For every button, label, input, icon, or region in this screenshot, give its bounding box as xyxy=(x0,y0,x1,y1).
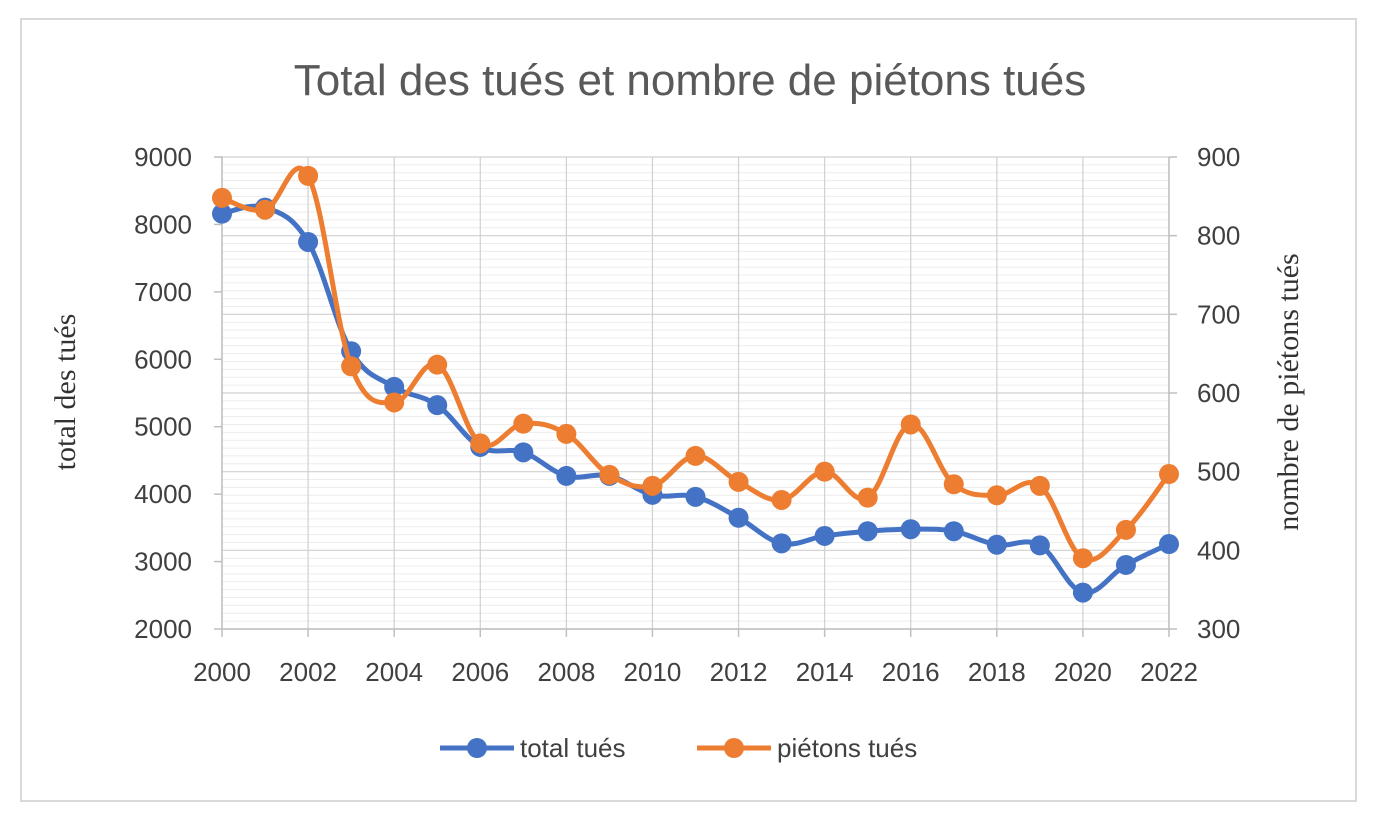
y-right-tick-label: 500 xyxy=(1197,457,1240,487)
data-point-total-tues xyxy=(427,395,448,416)
data-point-total-tues xyxy=(728,507,749,528)
data-point-total-tues xyxy=(943,521,964,542)
data-point-total-tues xyxy=(1115,554,1136,575)
data-point-total-tues xyxy=(1072,582,1093,603)
data-point-total-tues xyxy=(986,534,1007,555)
data-point-total-tues xyxy=(900,519,921,540)
data-point-total-tues xyxy=(384,376,405,397)
data-point-pietons-tues xyxy=(298,165,319,186)
data-point-pietons-tues xyxy=(599,464,620,485)
legend-label-total-tues: total tués xyxy=(520,733,626,763)
data-point-pietons-tues xyxy=(771,489,792,510)
x-tick-label: 2000 xyxy=(193,657,251,687)
y-axis-right-title: nombre de piétons tués xyxy=(1272,253,1305,530)
data-point-pietons-tues xyxy=(1159,464,1179,485)
legend-label-pietons-tues: piétons tués xyxy=(777,733,917,763)
y-left-tick-label: 5000 xyxy=(134,412,192,442)
x-tick-label: 2014 xyxy=(796,657,854,687)
y-right-tick-label: 300 xyxy=(1197,614,1240,644)
y-right-tick-label: 900 xyxy=(1197,142,1240,172)
y-left-tick-label: 9000 xyxy=(134,142,192,172)
data-point-total-tues xyxy=(814,525,835,546)
data-point-pietons-tues xyxy=(212,187,232,208)
data-point-pietons-tues xyxy=(1072,548,1093,569)
data-point-total-tues xyxy=(212,203,232,224)
data-point-total-tues xyxy=(556,465,577,486)
data-point-total-tues xyxy=(513,442,534,463)
data-point-pietons-tues xyxy=(427,354,448,375)
data-point-pietons-tues xyxy=(1029,475,1050,496)
y-right-tick-label: 600 xyxy=(1197,378,1240,408)
y-left-tick-label: 6000 xyxy=(134,344,192,374)
data-point-total-tues xyxy=(1159,534,1179,555)
y-right-tick-label: 400 xyxy=(1197,535,1240,565)
legend: total tués piétons tués xyxy=(440,733,917,763)
series-layer xyxy=(212,165,1179,603)
data-point-pietons-tues xyxy=(642,475,663,496)
x-tick-label: 2012 xyxy=(710,657,768,687)
data-point-pietons-tues xyxy=(685,445,706,466)
data-point-total-tues xyxy=(298,231,319,252)
y-axis-left-title: total des tués xyxy=(49,314,82,471)
data-point-total-tues xyxy=(685,486,706,507)
x-tick-label: 2010 xyxy=(624,657,682,687)
x-tick-label: 2004 xyxy=(365,657,423,687)
y-right-tick-label: 700 xyxy=(1197,299,1240,329)
y-left-tick-label: 4000 xyxy=(134,479,192,509)
legend-marker-total-tues xyxy=(467,738,487,758)
chart-title: Total des tués et nombre de piétons tués xyxy=(294,56,1087,105)
y-right-tick-label: 800 xyxy=(1197,221,1240,251)
data-point-pietons-tues xyxy=(857,487,878,508)
y-left-tick-label: 2000 xyxy=(134,614,192,644)
y-left-tick-label: 7000 xyxy=(134,277,192,307)
data-point-total-tues xyxy=(771,533,792,554)
data-point-pietons-tues xyxy=(513,413,534,434)
data-point-pietons-tues xyxy=(900,414,921,435)
data-point-pietons-tues xyxy=(384,392,405,413)
x-tick-label: 2016 xyxy=(882,657,940,687)
data-point-pietons-tues xyxy=(341,356,362,377)
y-left-tick-label: 8000 xyxy=(134,209,192,239)
axes: 2000 3000 4000 5000 6000 7000 8000 9000 300 400 50… xyxy=(134,142,1240,687)
x-tick-label: 2008 xyxy=(537,657,595,687)
data-point-pietons-tues xyxy=(556,423,577,444)
data-point-total-tues xyxy=(857,521,878,542)
data-point-total-tues xyxy=(1029,535,1050,556)
data-point-pietons-tues xyxy=(814,461,835,482)
y-left-tick-label: 3000 xyxy=(134,547,192,577)
x-tick-label: 2022 xyxy=(1140,657,1198,687)
data-point-pietons-tues xyxy=(943,474,964,495)
legend-marker-pietons-tues xyxy=(724,738,744,758)
data-point-pietons-tues xyxy=(986,485,1007,506)
data-point-pietons-tues xyxy=(1115,519,1136,540)
chart-frame xyxy=(20,18,1357,802)
x-tick-label: 2006 xyxy=(451,657,509,687)
x-tick-label: 2020 xyxy=(1054,657,1112,687)
data-point-pietons-tues xyxy=(470,433,491,454)
data-point-pietons-tues xyxy=(728,471,749,492)
x-tick-label: 2018 xyxy=(968,657,1026,687)
data-point-pietons-tues xyxy=(255,199,276,220)
x-tick-label: 2002 xyxy=(279,657,337,687)
